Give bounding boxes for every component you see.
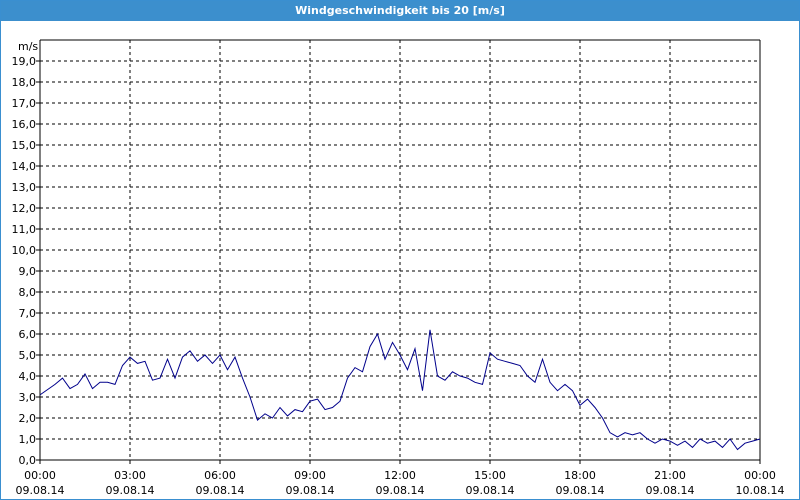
- chart-title: Windgeschwindigkeit bis 20 [m/s]: [1, 1, 799, 21]
- x-tick-date-label: 09.08.14: [376, 484, 425, 497]
- y-tick-label: 19,0: [12, 55, 37, 68]
- y-tick-label: 17,0: [12, 97, 37, 110]
- y-tick-label: 10,0: [12, 244, 37, 257]
- y-tick-label: 18,0: [12, 76, 37, 89]
- y-tick-label: 5,0: [19, 349, 37, 362]
- y-tick-label: 4,0: [19, 370, 37, 383]
- x-tick-time-label: 09:00: [294, 469, 326, 482]
- x-tick-time-label: 21:00: [654, 469, 686, 482]
- grid: [36, 40, 761, 464]
- x-tick-labels: 00:00 09.08.14 03:00 09.08.14 06:00 09.08.14 0…: [16, 469, 785, 497]
- y-tick-label: 9,0: [19, 265, 37, 278]
- x-tick-time-label: 12:00: [384, 469, 416, 482]
- y-tick-label: 8,0: [19, 286, 37, 299]
- x-tick-time-label: 00:00: [744, 469, 776, 482]
- y-tick-label: 1,0: [19, 433, 37, 446]
- x-tick-date-label: 09.08.14: [286, 484, 335, 497]
- x-tick-time-label: 00:00: [24, 469, 56, 482]
- y-tick-label: 7,0: [19, 307, 37, 320]
- y-tick-label: 13,0: [12, 181, 37, 194]
- x-tick-date-label: 10.08.14: [736, 484, 785, 497]
- wind-speed-series-line: [39, 329, 761, 451]
- series: [39, 329, 761, 451]
- x-tick-time-label: 03:00: [114, 469, 146, 482]
- x-tick-date-label: 09.08.14: [106, 484, 155, 497]
- y-axis-unit-label: m/s: [18, 40, 38, 53]
- y-tick-label: 15,0: [12, 139, 37, 152]
- x-tick-date-label: 09.08.14: [556, 484, 605, 497]
- y-tick-label: 6,0: [19, 328, 37, 341]
- x-tick-time-label: 15:00: [474, 469, 506, 482]
- x-tick-time-label: 18:00: [564, 469, 596, 482]
- x-tick-date-label: 09.08.14: [466, 484, 515, 497]
- y-tick-label: 12,0: [12, 202, 37, 215]
- x-tick-date-label: 09.08.14: [16, 484, 65, 497]
- axes: [39, 39, 761, 461]
- y-tick-label: 2,0: [19, 412, 37, 425]
- x-tick-date-label: 09.08.14: [196, 484, 245, 497]
- y-tick-labels: 0,0 1,0 2,0 3,0 4,0 5,0 6,0 7,0 8,0 9,0 10,0 11,0 12…: [12, 55, 37, 467]
- y-tick-label: 14,0: [12, 160, 37, 173]
- y-tick-label: 16,0: [12, 118, 37, 131]
- y-tick-label: 3,0: [19, 391, 37, 404]
- y-tick-label: 0,0: [19, 454, 37, 467]
- x-tick-time-label: 06:00: [204, 469, 236, 482]
- y-tick-label: 11,0: [12, 223, 37, 236]
- x-tick-date-label: 09.08.14: [646, 484, 695, 497]
